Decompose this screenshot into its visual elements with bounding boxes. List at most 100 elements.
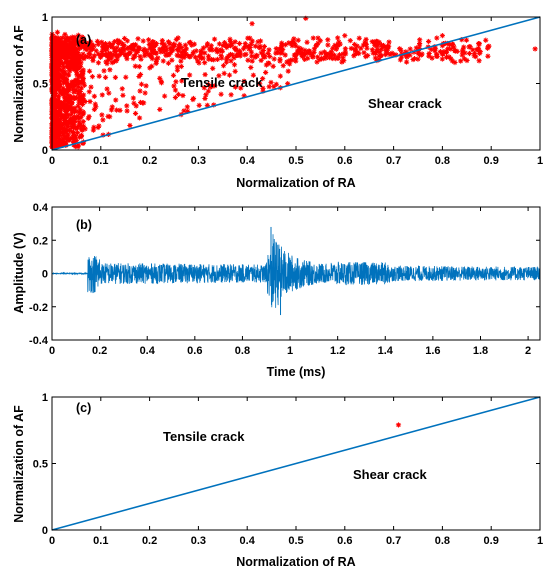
panel-a-point [76, 94, 82, 100]
panel-a-point [243, 51, 249, 57]
panel-a-point [377, 49, 383, 55]
panel-a-point [383, 48, 389, 54]
panel-a-point [348, 45, 354, 52]
panel-a-point [167, 41, 173, 47]
panel-a-point [58, 67, 64, 73]
panel-a-point [149, 56, 155, 62]
panel-a-point [72, 105, 78, 111]
panel-a-point [68, 59, 74, 66]
panel-a-point [123, 74, 129, 80]
panel-a-point [232, 84, 239, 90]
panel-a-point [448, 46, 454, 52]
panel-a-point [88, 84, 94, 90]
panel-a-point [77, 106, 83, 112]
panel-a-point [60, 80, 67, 86]
panel-a-point [147, 45, 153, 51]
panel-a-point [74, 77, 81, 83]
panel-a-point [461, 44, 467, 50]
panel-a-point [449, 58, 456, 64]
panel-a-ytick-label: 0 [42, 145, 48, 157]
panel-a-point [124, 56, 130, 62]
panel-a-point [283, 42, 289, 48]
panel-a-point [122, 51, 128, 58]
panel-a-point [69, 54, 75, 60]
panel-a-point [187, 54, 193, 60]
panel-a-point [473, 54, 479, 60]
panel-a-point [466, 50, 473, 57]
panel-a-point [69, 99, 75, 105]
panel-a-point [415, 56, 421, 62]
panel-a-point [284, 59, 290, 65]
panel-b: 0 0.2 0.4 0.6 0.8 1 1.2 1.4 1.6 1.8 2 -0.4 -0.2 0 0.2 0… [12, 202, 541, 379]
panel-a-point [80, 77, 86, 83]
panel-a-point [416, 51, 423, 58]
panel-a-point [50, 84, 56, 90]
panel-a-point [75, 32, 81, 38]
panel-c-axes-frame [51, 396, 541, 531]
panel-a-point [426, 38, 432, 45]
panel-a-point [63, 90, 69, 96]
panel-a-point [326, 55, 333, 61]
panel-a-point [419, 51, 425, 57]
panel-a-point [211, 102, 217, 108]
panel-a-point [74, 69, 80, 76]
panel-a-ytick-label: 0.5 [33, 79, 48, 91]
panel-a-point [78, 39, 84, 45]
panel-a-point [51, 71, 57, 77]
panel-a-point [63, 46, 69, 52]
panel-a-point [49, 62, 56, 68]
panel-a-point [86, 113, 92, 120]
panel-a-point [113, 97, 119, 103]
panel-a-point [71, 48, 77, 54]
panel-a-point [202, 71, 208, 78]
panel-c-point [395, 422, 402, 428]
panel-a-point [347, 38, 353, 44]
panel-a-point [80, 80, 86, 86]
panel-a-point [231, 55, 237, 61]
panel-a-xtick-label: 0.5 [288, 155, 303, 167]
panel-a-point [63, 53, 69, 60]
panel-a-point [70, 81, 76, 87]
panel-a-point [459, 49, 465, 55]
panel-a-point [474, 47, 480, 53]
panel-a-point [56, 65, 62, 71]
panel-a-point [486, 43, 492, 49]
panel-a-point [245, 35, 251, 41]
panel-a-point [331, 52, 338, 58]
panel-a-point [165, 51, 171, 58]
panel-a-point [70, 86, 76, 92]
panel-a-point [74, 130, 81, 136]
panel-a-point [81, 82, 88, 88]
panel-a-point [87, 98, 93, 105]
panel-a-point [63, 129, 69, 135]
panel-a-point [86, 54, 92, 60]
panel-a-point [434, 35, 440, 41]
panel-a-xtick-label: 0.1 [93, 155, 108, 167]
panel-c-ylabel: Normalization of AF [12, 405, 26, 523]
panel-a-point [72, 67, 78, 73]
panel-a-point [141, 100, 147, 106]
panel-c-divider-line [51, 396, 541, 531]
panel-a-point [291, 52, 298, 58]
panel-a-point [64, 77, 70, 83]
panel-a-point [96, 123, 102, 129]
panel-a-point [249, 53, 255, 59]
panel-a-point [226, 72, 233, 78]
panel-a-point [109, 60, 115, 66]
panel-a-point [150, 39, 157, 45]
panel-a-point [407, 46, 413, 52]
panel-a-point [286, 61, 293, 67]
panel-a-point [91, 124, 97, 130]
panel-a-point [131, 53, 137, 59]
panel-a-point [99, 52, 105, 58]
panel-a-point [56, 70, 62, 77]
panel-a-point [315, 35, 321, 41]
panel-a-point [66, 72, 72, 78]
panel-a-point [365, 52, 371, 59]
panel-a-point [78, 110, 84, 116]
panel-b-xlabel: Time (ms) [267, 365, 326, 379]
panel-a-point [224, 43, 230, 49]
panel-a-point [71, 89, 77, 95]
panel-a-point [56, 137, 62, 143]
panel-a-point [363, 42, 369, 48]
